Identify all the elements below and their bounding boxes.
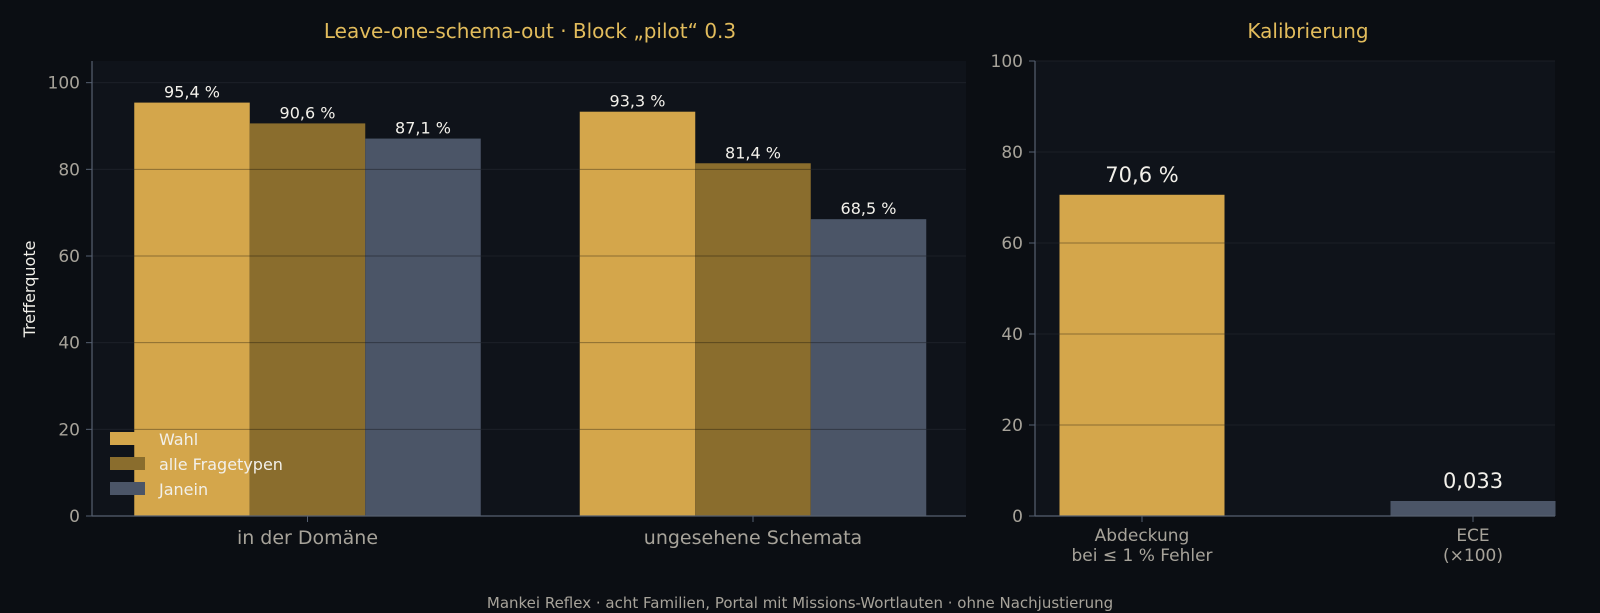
left-y-axis-label: Trefferquote [20,241,39,339]
bar-value-label: 90,6 % [280,103,336,122]
right-y-tick-label: 100 [991,52,1023,72]
bar-value-label: 0,033 [1443,469,1503,493]
legend-swatch [110,482,145,495]
right-y-tick-label: 0 [1012,507,1023,527]
left-chart: 0 20 40 60 80 100 95,4 % 90,6 % 87,1 % in der Dom… [20,19,966,549]
right-y-tick-label: 40 [1001,325,1023,345]
left-y-tick-label: 60 [58,247,80,267]
bar-1-janein [365,138,481,517]
bar-value-label: 68,5 % [841,199,897,218]
left-y-tick-label: 0 [69,507,80,527]
right-chart-title: Kalibrierung [1247,19,1368,43]
left-bars [134,102,927,517]
left-axes: 0 20 40 60 80 100 95,4 % 90,6 % 87,1 % in der Dom… [48,61,966,549]
bar-2-janein [810,219,927,516]
legend-label: Janein [158,480,208,499]
left-x-tick-label: ungesehene Schemata [644,527,862,549]
legend-label: Wahl [159,430,198,449]
bar-2-alle-fragetypen [695,163,811,516]
right-y-tick-label: 20 [1001,416,1023,436]
bar-2-wahl [579,111,696,516]
legend-swatch [110,457,145,470]
bar-1-alle-fragetypen [249,123,366,517]
left-y-tick-label: 40 [58,334,80,354]
left-legend: Wahl alle Fragetypen Janein [110,430,283,499]
legend-swatch [110,432,145,445]
left-gridlines-front [92,82,966,430]
left-y-tick-label: 20 [58,420,80,440]
bar-ece [1390,500,1556,516]
right-x-tick-label: Abdeckung [1095,526,1190,546]
right-y-tick-label: 60 [1001,234,1023,254]
left-y-tick-label: 80 [58,160,80,180]
right-x-tick-label: (×100) [1443,546,1503,566]
bar-abdeckung [1059,194,1225,516]
right-y-tick-label: 80 [1001,143,1023,163]
left-chart-title: Leave-one-schema-out · Block „pilot“ 0.3 [324,19,736,43]
bar-value-label: 95,4 % [164,83,220,102]
left-x-tick-label: in der Domäne [237,527,378,549]
right-bars [1059,194,1556,516]
left-y-tick-label: 100 [48,74,80,94]
bar-value-label: 93,3 % [610,92,666,111]
right-x-tick-label: bei ≤ 1 % Fehler [1071,546,1212,566]
bar-value-label: 81,4 % [725,143,781,162]
bar-value-label: 70,6 % [1105,163,1178,187]
bar-value-label: 87,1 % [395,119,451,138]
legend-label: alle Fragetypen [159,455,283,474]
right-x-tick-label: ECE [1456,526,1489,546]
right-gridlines-front [1035,60,1555,426]
bar-1-wahl [134,102,250,516]
footer-caption: Mankei Reflex · acht Familien, Portal mi… [487,594,1113,612]
